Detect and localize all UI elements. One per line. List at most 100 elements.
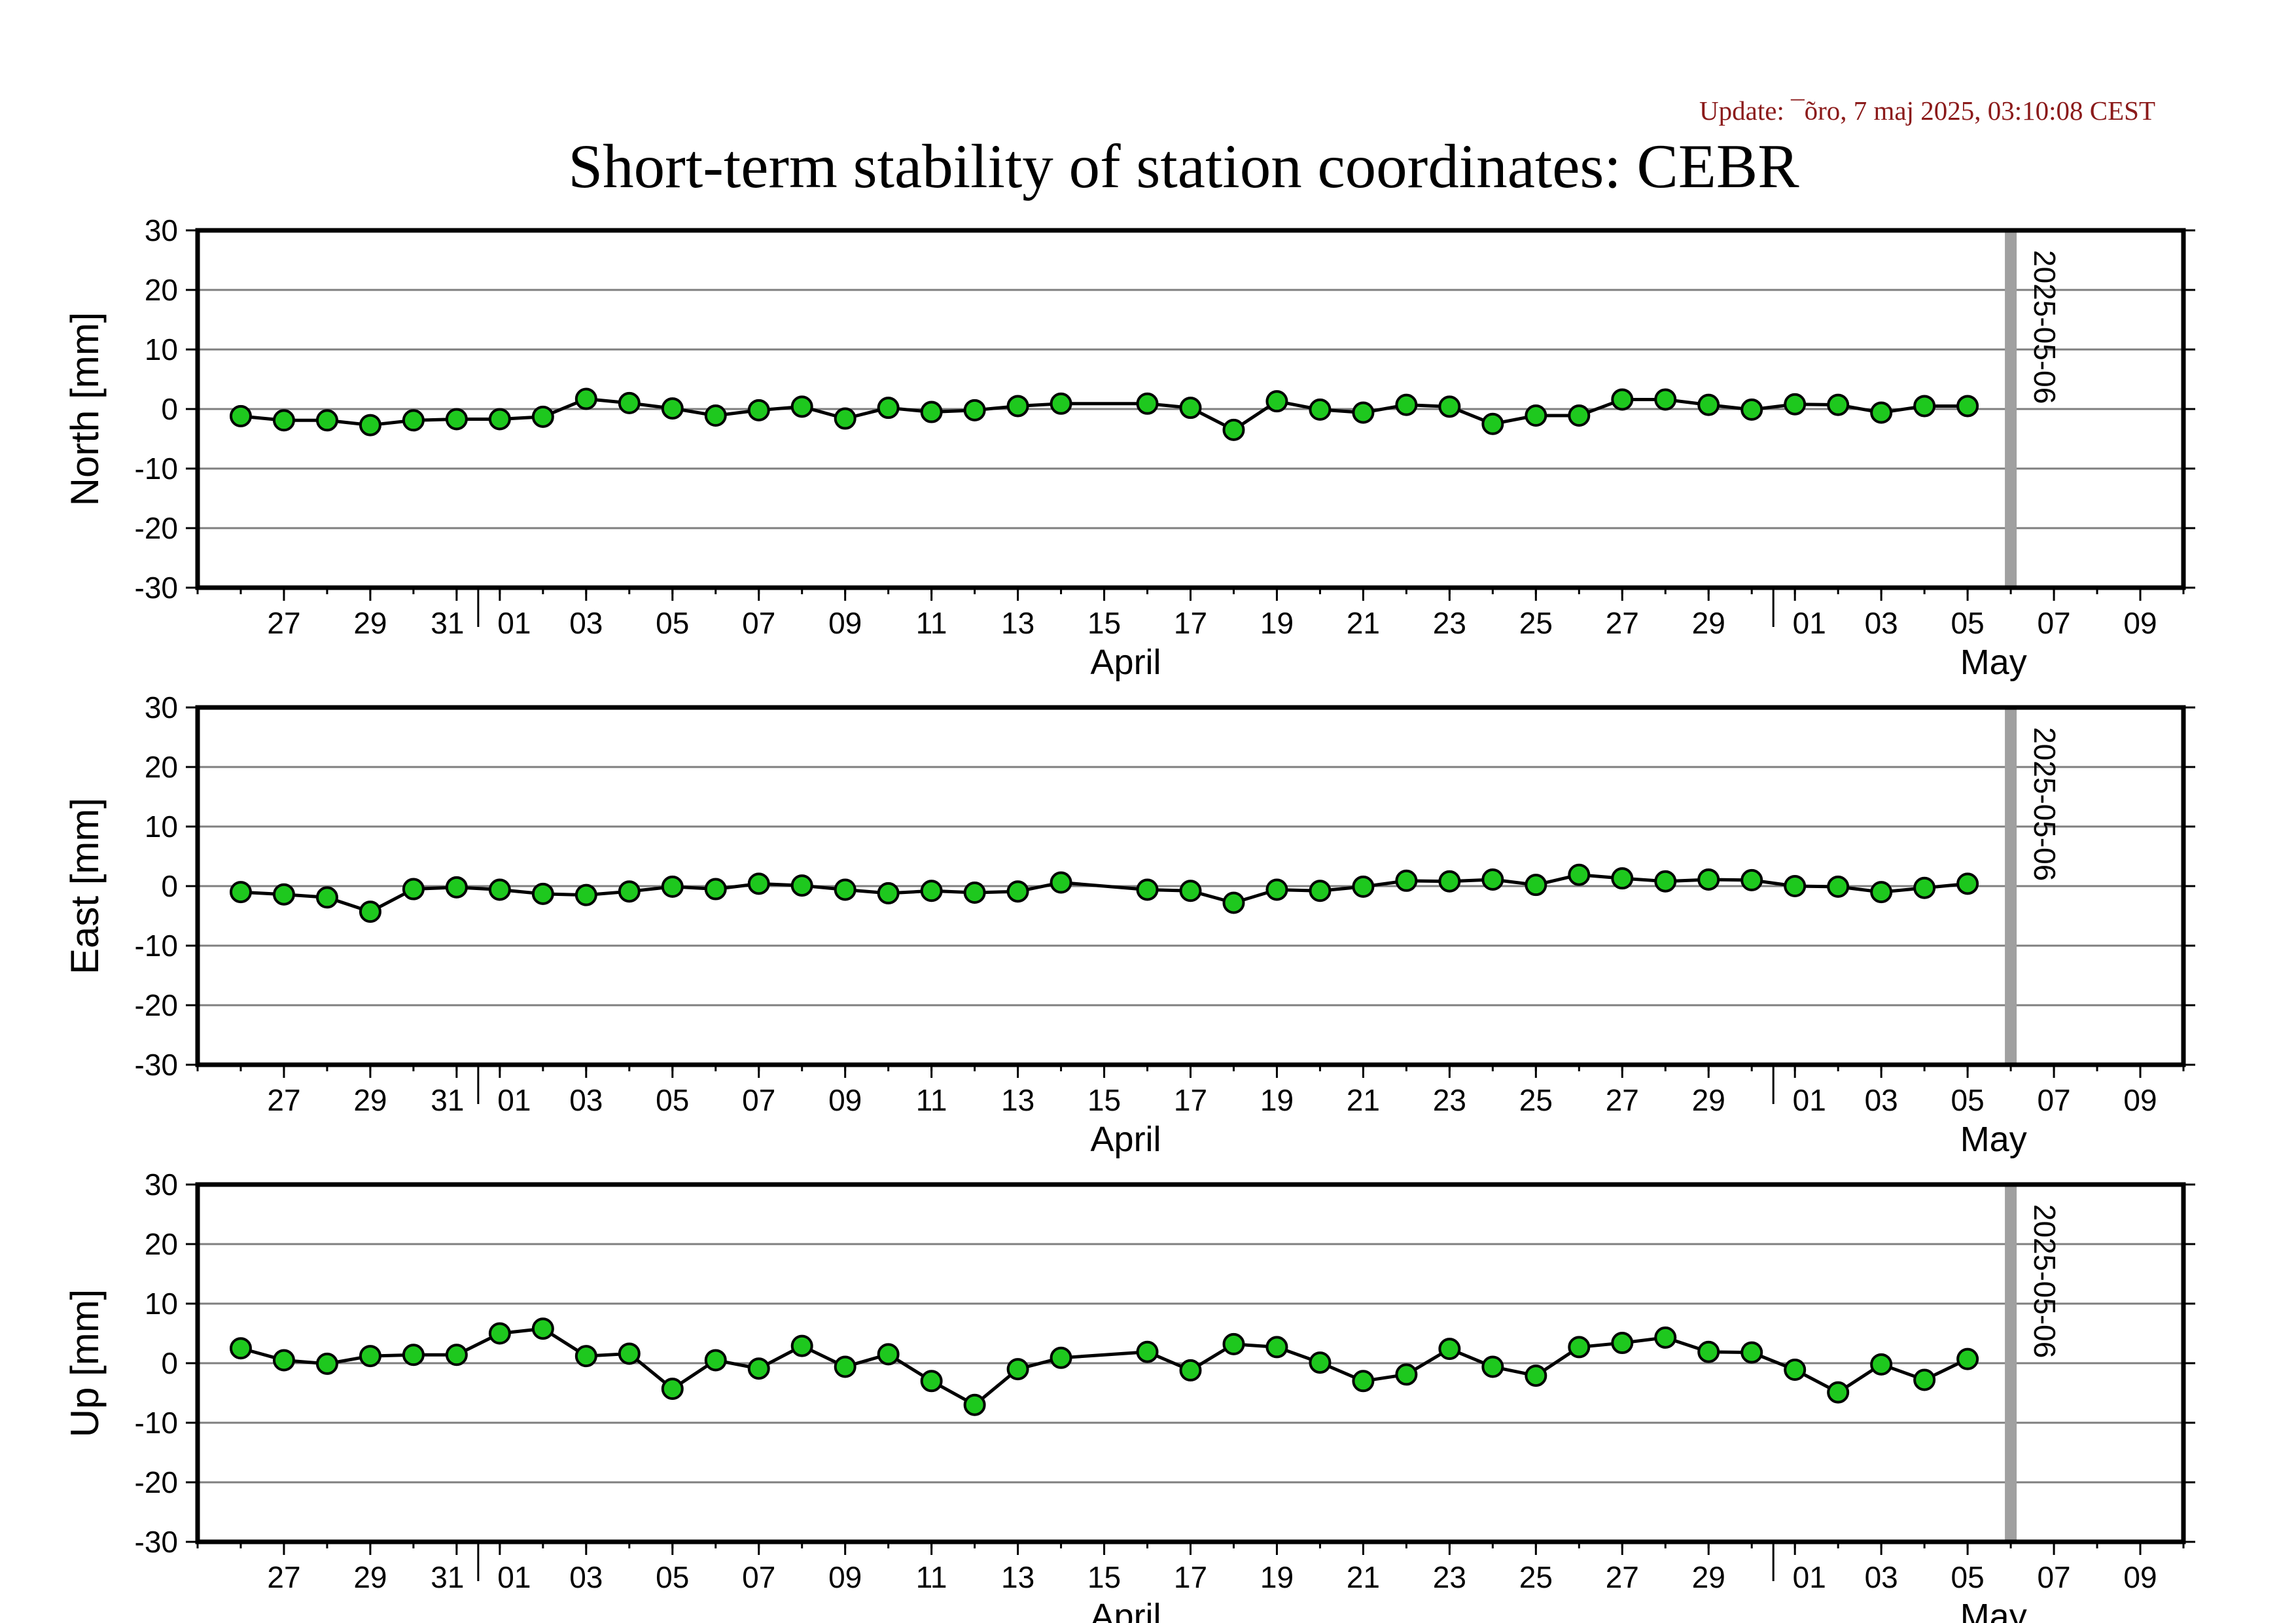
x-tick-label: 03 — [569, 1083, 603, 1117]
y-tick-label: -30 — [135, 1525, 178, 1559]
y-tick-label: -20 — [135, 988, 178, 1022]
x-tick-label: 09 — [828, 1083, 862, 1117]
x-tick-label: 23 — [1433, 606, 1466, 640]
x-tick-label: 11 — [916, 606, 947, 640]
data-point — [1179, 880, 1202, 902]
x-tick-label: 03 — [569, 1560, 603, 1594]
x-tick-label: 21 — [1347, 1560, 1380, 1594]
x-tick-label: 07 — [2037, 606, 2070, 640]
x-tick-label: 09 — [828, 606, 862, 640]
y-tick-label: 30 — [145, 690, 178, 724]
data-point — [531, 882, 554, 905]
panel-up: 30 20 10 0 -10 -20 -30 2025-05-06 27 29 31 01 03 05 07… — [63, 1168, 2195, 1623]
x-tick-label: 05 — [656, 606, 689, 640]
data-point — [1784, 1359, 1807, 1382]
data-point — [1827, 393, 1850, 416]
data-point — [229, 1337, 252, 1360]
x-tick-label: 29 — [1692, 1083, 1725, 1117]
data-point — [272, 1349, 295, 1372]
data-point — [661, 875, 684, 898]
x-tick-label: 29 — [1692, 606, 1725, 640]
x-tick-label: 27 — [1606, 1560, 1639, 1594]
x-tick-label: 03 — [569, 606, 603, 640]
data-point — [1481, 868, 1504, 891]
x-tick-label: 19 — [1260, 1083, 1294, 1117]
x-tick-label: 05 — [1951, 606, 1985, 640]
y-tick-label: -10 — [135, 929, 178, 963]
data-point — [834, 1355, 857, 1378]
data-point — [531, 1317, 554, 1340]
y-tick-label: 0 — [161, 869, 178, 903]
x-tick-label: 19 — [1260, 1560, 1294, 1594]
data-point — [315, 409, 338, 432]
month-label: May — [1960, 643, 2027, 682]
data-point — [1222, 1332, 1245, 1355]
data-point — [1784, 393, 1807, 416]
y-axis-label: East [mm] — [63, 798, 107, 974]
data-point — [1568, 863, 1591, 886]
data-point — [1438, 1338, 1461, 1361]
data-point — [877, 1343, 900, 1366]
data-point — [402, 878, 425, 901]
y-tick-label: 0 — [161, 1346, 178, 1380]
data-point — [790, 1334, 813, 1357]
x-tick-label: 25 — [1519, 1560, 1553, 1594]
chart-title: Short-term stability of station coordina… — [568, 132, 1799, 201]
x-tick-label: 13 — [1001, 1083, 1034, 1117]
data-point — [1136, 878, 1159, 901]
x-tick-label: 27 — [1606, 1083, 1639, 1117]
data-point — [574, 1345, 597, 1368]
data-point — [1827, 875, 1850, 898]
x-tick-label: 07 — [2037, 1560, 2070, 1594]
data-point — [1913, 876, 1936, 899]
x-tick-label: 19 — [1260, 606, 1294, 640]
y-tick-label: -10 — [135, 452, 178, 486]
y-tick-label: -30 — [135, 571, 178, 605]
y-tick-label: 20 — [145, 1227, 178, 1261]
data-point — [1352, 401, 1375, 424]
data-point — [1006, 395, 1029, 418]
y-tick-label: 10 — [145, 810, 178, 844]
data-point — [1870, 401, 1893, 424]
x-tick-label: 01 — [1793, 606, 1826, 640]
data-point — [1136, 1340, 1159, 1363]
data-point — [445, 876, 468, 899]
month-label: April — [1091, 643, 1161, 682]
month-label: May — [1960, 1597, 2027, 1623]
x-tick-label: 07 — [2037, 1083, 2070, 1117]
y-tick-label: 30 — [145, 1168, 178, 1202]
data-point — [1956, 1347, 1979, 1370]
data-point — [1568, 404, 1591, 427]
x-tick-label: 05 — [656, 1083, 689, 1117]
month-label: April — [1091, 1597, 1161, 1623]
x-tick-label: 27 — [267, 1083, 300, 1117]
data-point — [834, 407, 857, 430]
month-label: April — [1091, 1120, 1161, 1159]
data-point — [1913, 1368, 1936, 1391]
data-point — [402, 409, 425, 432]
x-tick-label: 31 — [431, 1083, 464, 1117]
data-point — [1309, 398, 1332, 421]
data-point — [834, 878, 857, 901]
data-point — [1179, 397, 1202, 419]
x-tick-label: 03 — [1865, 1560, 1898, 1594]
data-point — [1265, 878, 1288, 901]
data-point — [1697, 1340, 1720, 1363]
data-point — [1265, 1336, 1288, 1359]
data-point — [747, 399, 770, 421]
data-point — [747, 1357, 770, 1380]
marker-band — [2005, 230, 2017, 588]
x-tick-label: 01 — [497, 1083, 531, 1117]
data-point — [272, 409, 295, 432]
x-tick-label: 11 — [916, 1560, 947, 1594]
data-point — [1309, 880, 1332, 902]
y-tick-label: 10 — [145, 332, 178, 366]
data-point — [747, 872, 770, 895]
data-point — [920, 880, 943, 902]
marker-band — [2005, 1185, 2017, 1542]
x-tick-label: 11 — [916, 1083, 947, 1117]
x-tick-label: 25 — [1519, 1083, 1553, 1117]
data-point — [1956, 395, 1979, 418]
data-point — [1395, 393, 1418, 416]
marker-label: 2025-05-06 — [2028, 727, 2062, 881]
